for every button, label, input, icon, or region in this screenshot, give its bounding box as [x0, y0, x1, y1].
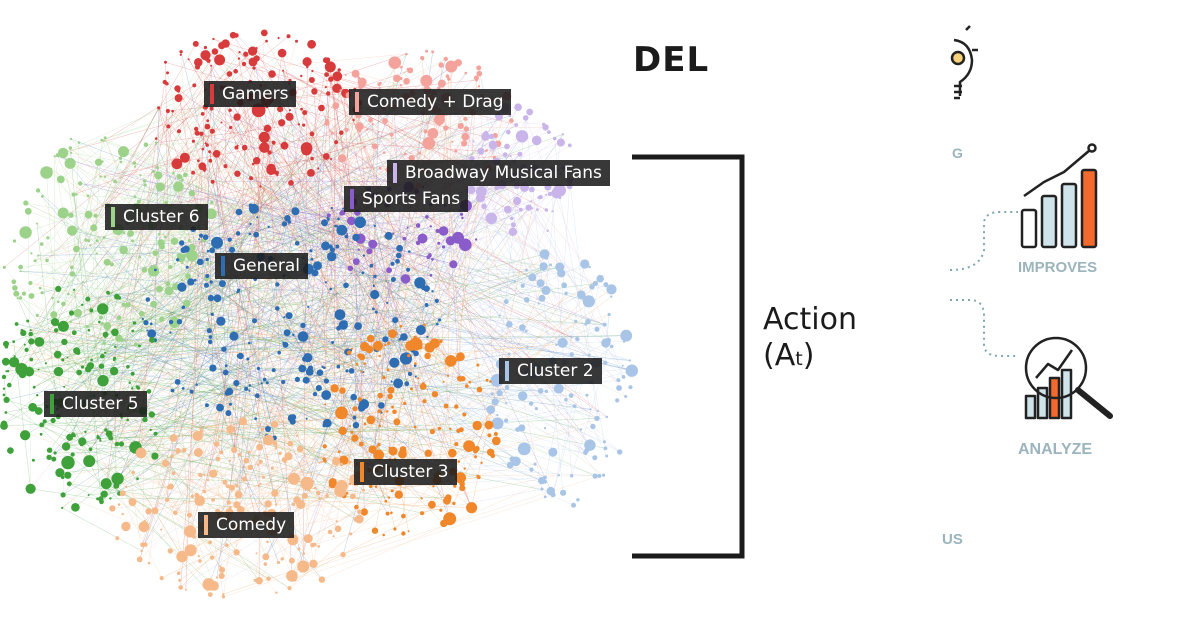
- action-symbol-open: (A: [763, 338, 796, 373]
- label-text: Comedy: [216, 515, 287, 535]
- label-swatch: [393, 163, 397, 183]
- dotted-connector-mid: [950, 299, 1018, 357]
- label-text: Broadway Musical Fans: [405, 163, 602, 183]
- analyze-label: ANALYZE: [1018, 441, 1092, 458]
- improves-icon: [1020, 143, 1098, 249]
- label-swatch: [505, 361, 509, 381]
- label-comedy: Comedy: [198, 512, 295, 538]
- label-gamers: Gamers: [204, 81, 297, 107]
- action-symbol: (At): [763, 338, 857, 377]
- action-symbol-close: ): [802, 338, 815, 373]
- label-cluster6: Cluster 6: [105, 204, 208, 230]
- label-swatch: [210, 84, 214, 104]
- label-text: Cluster 2: [517, 361, 594, 381]
- label-swatch: [111, 207, 115, 227]
- model-title-fragment: DEL: [633, 40, 710, 80]
- label-text: Cluster 5: [62, 394, 139, 414]
- label-swatch: [360, 462, 364, 482]
- label-swatch: [50, 394, 54, 414]
- label-swatch: [350, 189, 354, 209]
- action-subscript: t: [795, 348, 803, 370]
- fragment-top-text: G: [952, 145, 963, 161]
- lightbulb-icon: [950, 25, 978, 100]
- network-graph: [0, 29, 638, 599]
- label-general: General: [215, 253, 308, 279]
- label-swatch: [355, 92, 359, 112]
- label-cluster2: Cluster 2: [499, 358, 602, 384]
- network-edges: [3, 32, 632, 598]
- improves-label: IMPROVES: [1018, 259, 1097, 276]
- label-broadway: Broadway Musical Fans: [387, 160, 610, 186]
- label-text: General: [233, 256, 300, 276]
- action-label: Action (At): [763, 302, 857, 377]
- label-text: Cluster 6: [123, 207, 200, 227]
- action-bracket: [632, 154, 745, 559]
- label-cluster5: Cluster 5: [44, 391, 147, 417]
- dotted-connector-top: [949, 211, 1018, 271]
- label-comedy-drag: Comedy + Drag: [349, 89, 512, 115]
- label-swatch: [204, 515, 208, 535]
- step-icons: G IMPROVES ANALYZE US: [942, 25, 1113, 548]
- label-text: Comedy + Drag: [367, 92, 504, 112]
- fragment-bottom-text: US: [942, 531, 963, 548]
- label-cluster3: Cluster 3: [354, 459, 457, 485]
- label-swatch: [221, 256, 225, 276]
- label-text: Sports Fans: [362, 189, 461, 209]
- label-text: Gamers: [222, 84, 289, 104]
- label-sports: Sports Fans: [344, 186, 469, 212]
- analyze-icon: [1024, 336, 1113, 420]
- label-text: Cluster 3: [372, 462, 449, 482]
- action-word: Action: [763, 302, 857, 337]
